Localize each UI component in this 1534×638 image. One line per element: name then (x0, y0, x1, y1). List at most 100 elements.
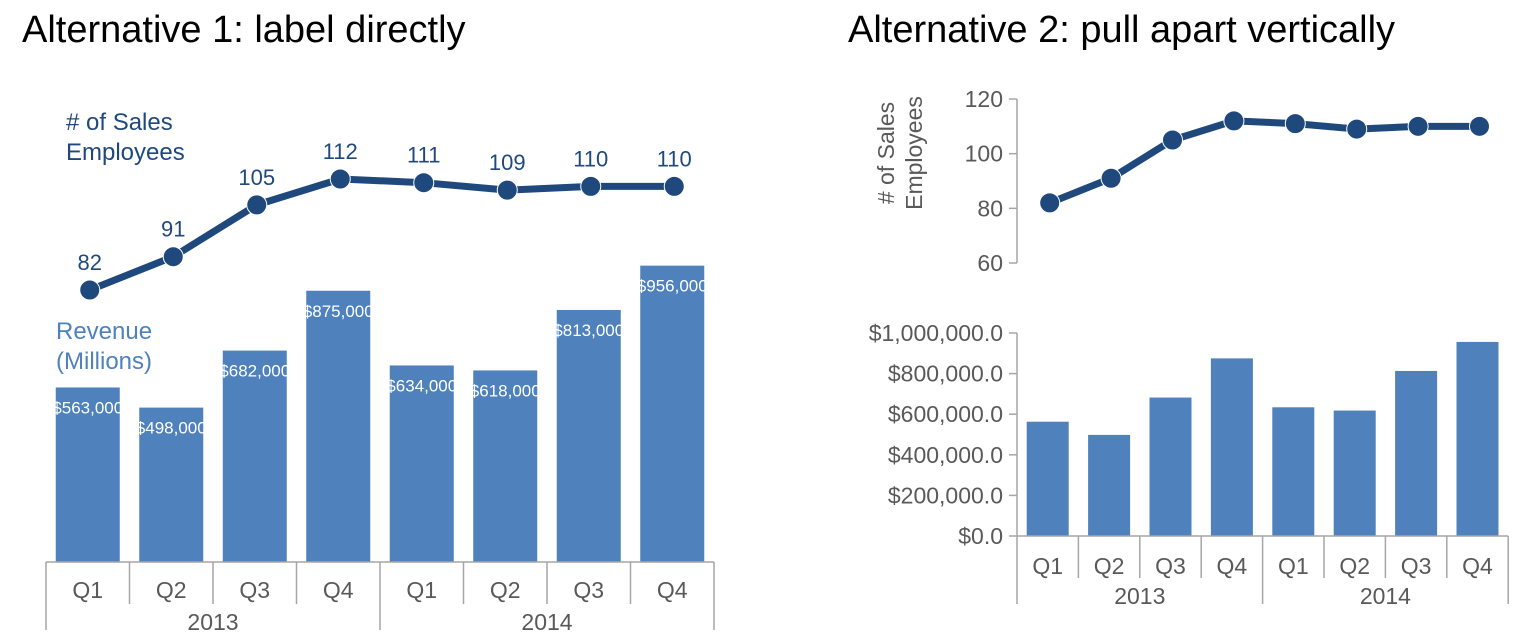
y-tick-label: $800,000.0 (888, 361, 1003, 387)
line-data-label: 110 (573, 146, 608, 171)
line-data-label: 112 (323, 139, 358, 164)
series-label-line: # of Sales (66, 109, 173, 136)
bar-data-labels: $563,000 $498,000 $682,000 $875,000 $634,000… (52, 277, 707, 438)
sales-employees-point (1346, 118, 1368, 140)
line-data-label: 111 (407, 143, 440, 168)
series-label-bar: (Millions) (56, 348, 152, 375)
category-label: Q1 (72, 577, 103, 603)
category-label: Q2 (1094, 553, 1125, 579)
revenue-bar (1026, 421, 1069, 536)
sales-employees-line (86, 175, 678, 294)
bar-data-label: $956,000 (637, 277, 708, 296)
sales-employees-point (1100, 167, 1122, 189)
y-tick-label: $0.0 (958, 523, 1003, 549)
group-label: 2013 (187, 609, 238, 635)
bar-data-label: $563,000 (52, 398, 123, 417)
line-data-label: 109 (489, 150, 526, 175)
revenue-bar (1210, 358, 1253, 536)
bar-data-label: $875,000 (303, 302, 374, 321)
y-tick-label: 120 (965, 86, 1003, 112)
revenue-bar (473, 370, 538, 562)
category-label: Q1 (1278, 553, 1309, 579)
sales-employees-point (413, 172, 435, 194)
y-tick-label: $1,000,000.0 (869, 320, 1003, 346)
category-label: Q3 (1401, 553, 1432, 579)
category-label: Q3 (239, 577, 270, 603)
group-label: 2013 (1114, 583, 1165, 609)
category-label: Q2 (490, 577, 521, 603)
sales-employees-point (162, 246, 184, 268)
sales-employees-point (663, 175, 685, 197)
sales-employees-point (1039, 192, 1061, 214)
y-axis-sales-employees: 60 80 100 120 (965, 86, 1018, 276)
series-labels: # of Sales Employees Revenue (Millions) (56, 109, 185, 375)
y-axis-label: Employees (901, 96, 927, 210)
y-axis-revenue: $0.0 $200,000.0 $400,000.0 $600,000.0 $800,0… (869, 320, 1018, 549)
revenue-bar (1456, 341, 1499, 536)
chart-title-right: Alternative 2: pull apart vertically (848, 9, 1395, 51)
chart-title-left: Alternative 1: label directly (22, 9, 466, 51)
y-tick-label: 100 (965, 141, 1003, 167)
category-label: Q4 (1462, 553, 1493, 579)
line-series-sales-employees (79, 168, 685, 301)
revenue-bar (1149, 397, 1192, 536)
y-axis-label-sales-employees: # of Sales Employees (873, 96, 927, 210)
revenue-bar (389, 365, 454, 562)
category-axis-left: Q1 Q2 Q3 Q4 Q1 Q2 Q3 Q4 2013 2014 (45, 561, 715, 635)
category-label: Q2 (1339, 553, 1370, 579)
bar-series-revenue (55, 265, 705, 562)
category-label: Q3 (573, 577, 604, 603)
bar-series-revenue-right (1026, 341, 1499, 536)
sales-employees-point (1284, 113, 1306, 135)
bar-data-label: $618,000 (470, 381, 541, 400)
y-tick-label: $200,000.0 (888, 482, 1003, 508)
sales-employees-point (1469, 115, 1490, 137)
sales-employees-point (246, 194, 268, 216)
sales-employees-point (496, 179, 518, 201)
chart-left: Alternative 1: label directly $563,000 $4… (22, 9, 715, 635)
y-tick-label: 80 (977, 195, 1003, 221)
category-label: Q4 (657, 577, 688, 603)
group-label: 2014 (1360, 583, 1411, 609)
category-label: Q1 (406, 577, 437, 603)
line-data-label: 91 (161, 217, 185, 242)
category-label: Q2 (156, 577, 187, 603)
y-tick-label: 60 (977, 250, 1003, 276)
sales-employees-point (1162, 129, 1183, 151)
category-label: Q4 (323, 577, 354, 603)
line-series-sales-employees-right (1039, 110, 1490, 214)
series-label-line: Employees (66, 139, 185, 166)
revenue-bar (222, 350, 287, 562)
sales-employees-point (580, 175, 602, 197)
sales-employees-point (1407, 115, 1429, 137)
revenue-bar (306, 290, 371, 562)
revenue-bar (139, 407, 204, 562)
revenue-bar (1088, 434, 1131, 536)
category-label: Q4 (1217, 553, 1248, 579)
line-data-labels: 82 91 105 112 111 109 110 110 (78, 139, 692, 275)
bar-data-label: $634,000 (386, 376, 457, 395)
y-tick-label: $600,000.0 (888, 401, 1003, 427)
bar-data-label: $498,000 (136, 419, 207, 438)
category-label: Q1 (1032, 553, 1063, 579)
chart-right: Alternative 2: pull apart vertically 60 8… (848, 9, 1509, 609)
y-axis-label: # of Sales (873, 102, 899, 204)
revenue-bar (1333, 410, 1376, 536)
series-label-bar: Revenue (56, 318, 152, 345)
bar-data-label: $682,000 (219, 362, 290, 381)
sales-employees-point (329, 168, 351, 190)
revenue-bar (1272, 407, 1315, 536)
revenue-bar (640, 265, 705, 562)
revenue-bar (55, 387, 120, 562)
group-label: 2014 (521, 609, 572, 635)
revenue-bar (556, 309, 621, 562)
sales-employees-point (79, 279, 101, 301)
revenue-bar (1395, 370, 1438, 536)
bar-data-label: $813,000 (553, 321, 624, 340)
sales-employees-point (1223, 110, 1245, 132)
line-data-label: 110 (657, 146, 692, 171)
category-axis-right: Q1 Q2 Q3 Q4 Q1 Q2 Q3 Q4 2013 2014 (1016, 535, 1509, 609)
line-data-label: 82 (78, 250, 102, 275)
category-label: Q3 (1155, 553, 1186, 579)
